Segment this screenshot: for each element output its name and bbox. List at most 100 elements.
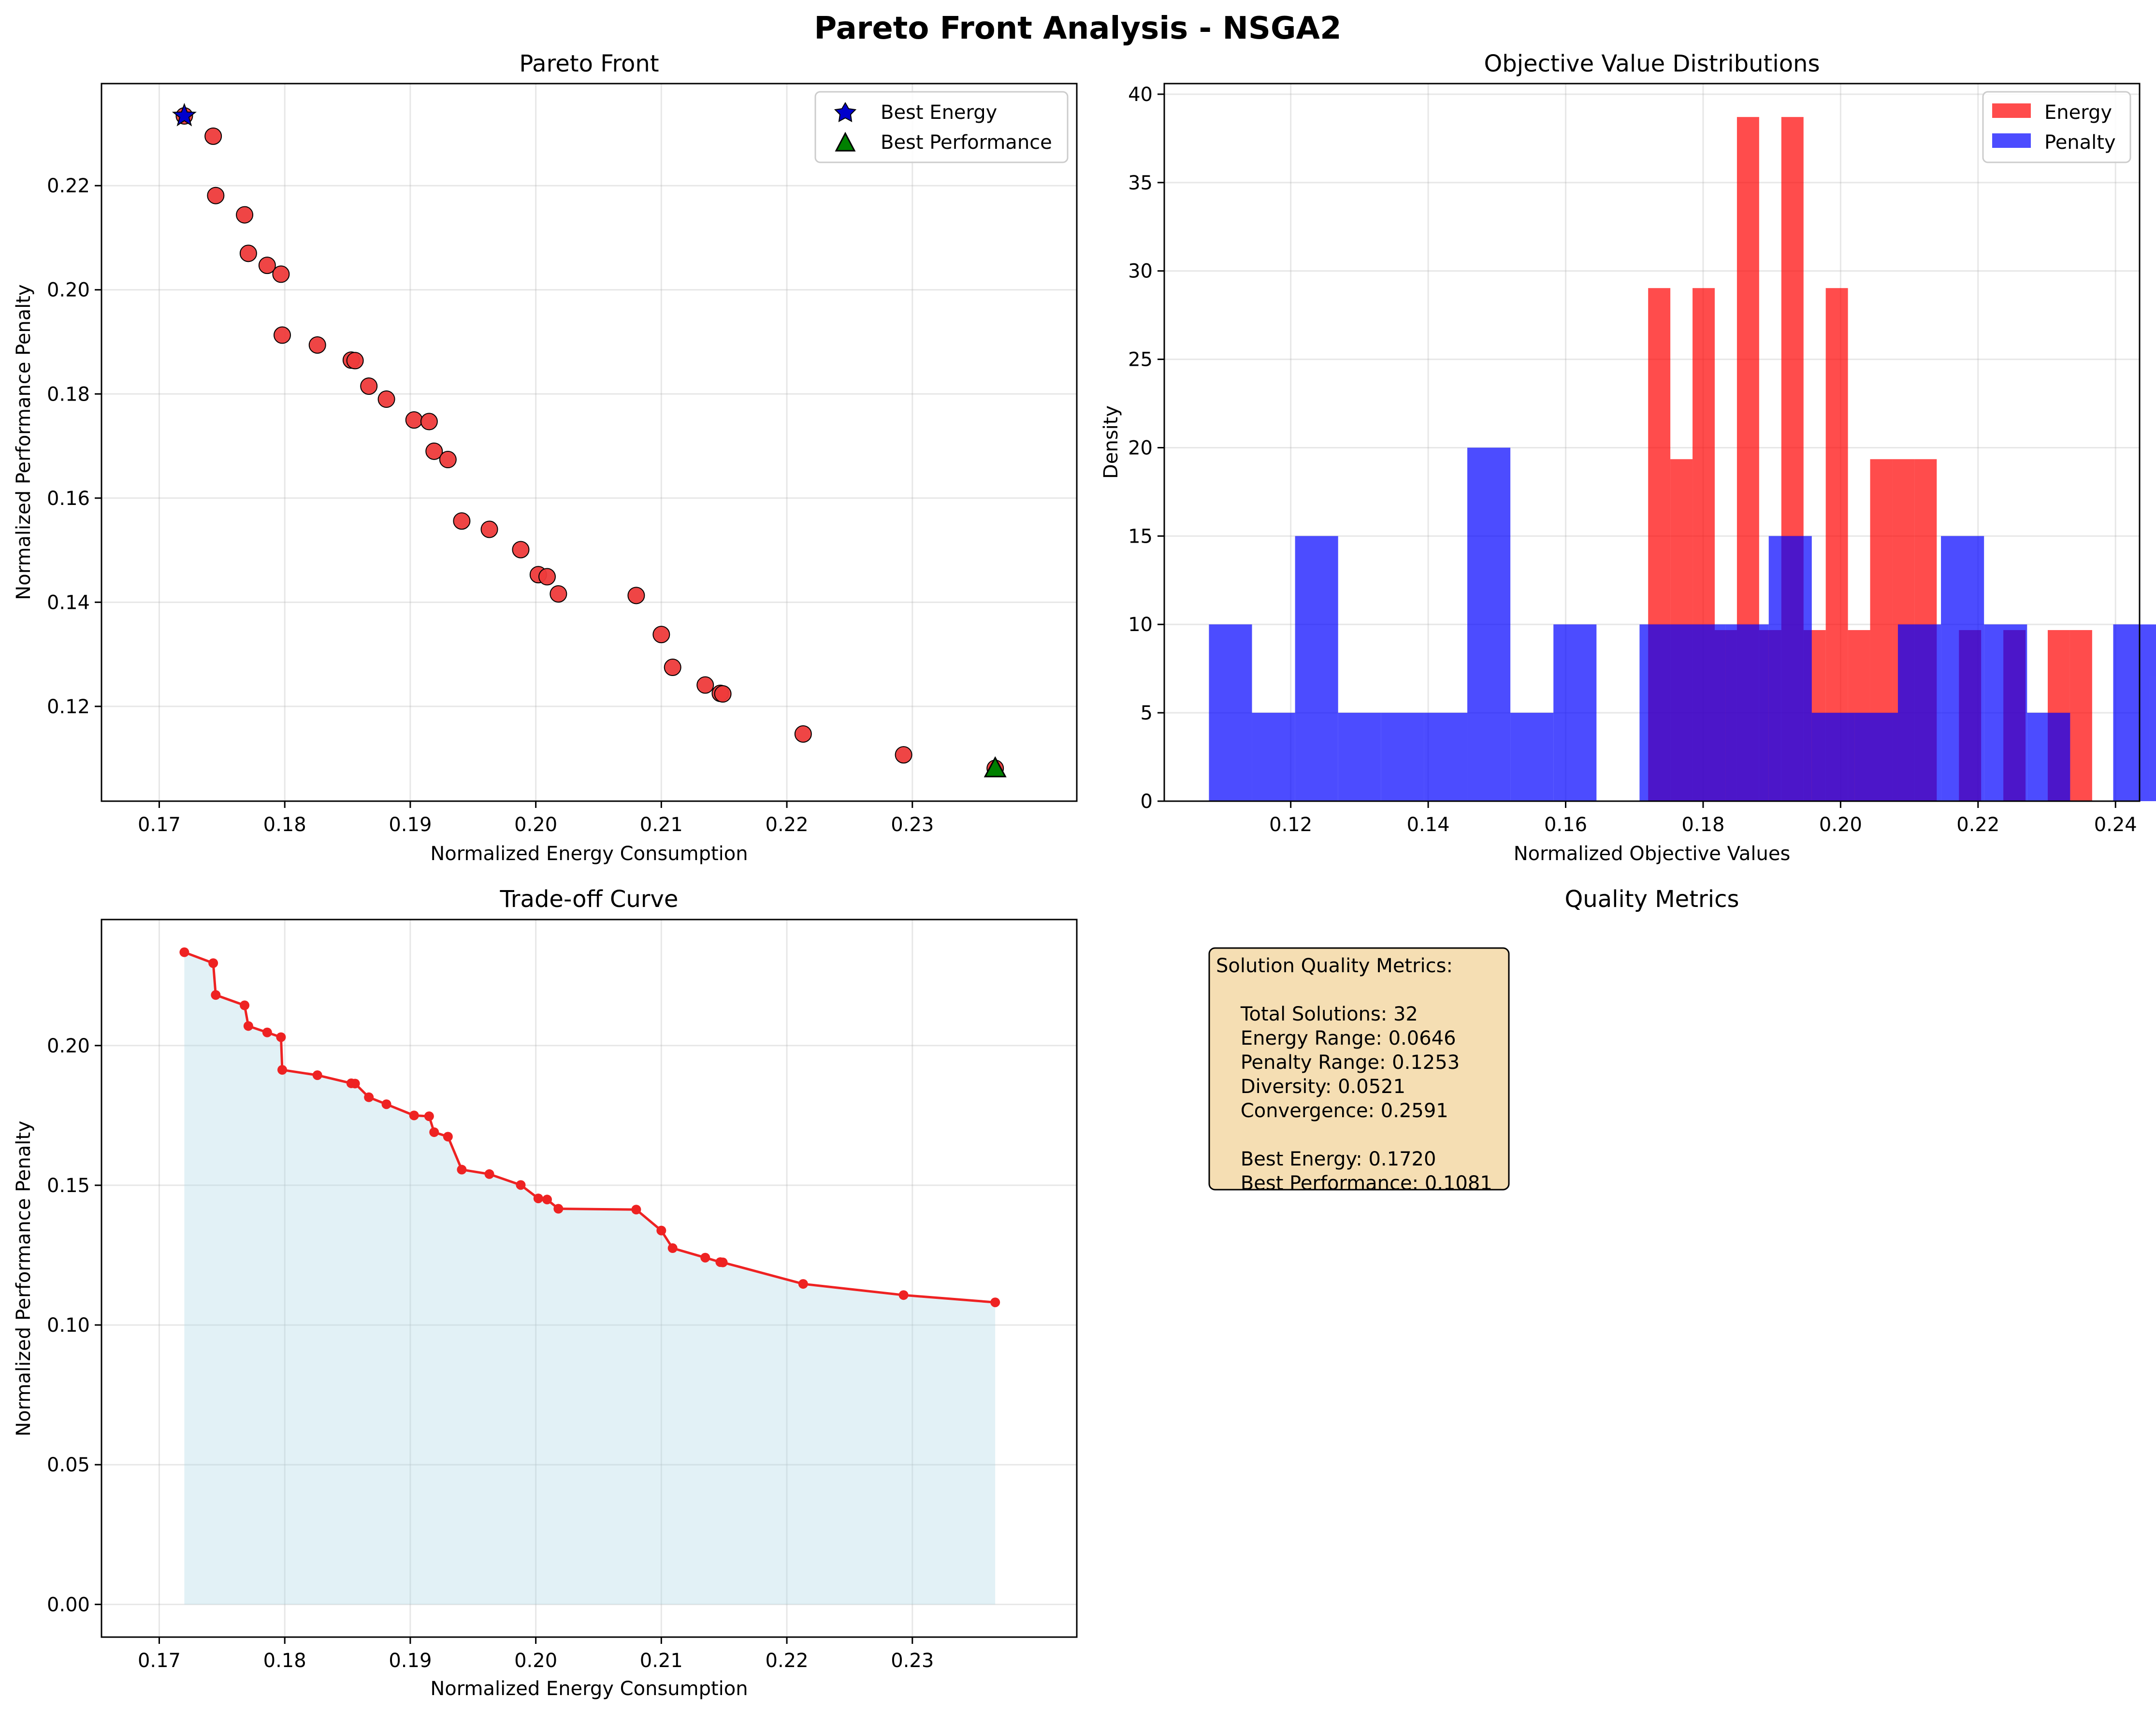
tradeoff-area-fill: [184, 952, 996, 1605]
tradeoff-panel: Trade-off Curve 0.17 0.18 0.19 0.20 0.21 0.22…: [13, 886, 1078, 1700]
solution-point: [360, 377, 378, 395]
y-tick-label: 35: [1128, 172, 1153, 194]
tradeoff-y-axis-label: Normalized Performance Penalty: [13, 1121, 35, 1436]
tradeoff-x-axis-label: Normalized Energy Consumption: [430, 1678, 748, 1700]
legend-penalty-swatch: [1992, 133, 2031, 148]
x-tick-label: 0.18: [1681, 814, 1724, 836]
quality-metric-line: Solution Quality Metrics:: [1216, 955, 1453, 977]
y-tick-label: 0.20: [47, 279, 90, 302]
x-tick-label: 0.21: [640, 1650, 683, 1672]
tradeoff-point: [262, 1027, 272, 1037]
tradeoff-point: [898, 1290, 909, 1300]
tradeoff-y-ticks: 0.00 0.05 0.10 0.15 0.20: [47, 1035, 101, 1616]
tradeoff-point: [516, 1180, 526, 1190]
solution-point: [895, 746, 912, 764]
x-tick-label: 0.19: [389, 814, 432, 836]
tradeoff-point: [667, 1243, 678, 1253]
y-tick-label: 0.14: [47, 591, 90, 614]
y-tick-label: 15: [1128, 525, 1153, 547]
y-tick-label: 20: [1128, 437, 1153, 459]
solution-point: [204, 127, 222, 145]
penalty-histogram-bar: [1424, 713, 1468, 801]
quality-metric-line: Energy Range: 0.0646: [1216, 1027, 1456, 1050]
tradeoff-point: [276, 1032, 286, 1042]
x-tick-label: 0.22: [766, 1650, 809, 1672]
tradeoff-point: [457, 1165, 467, 1175]
x-tick-label: 0.20: [514, 1650, 557, 1672]
y-tick-label: 25: [1128, 349, 1153, 371]
penalty-histogram-bar: [1295, 536, 1338, 801]
legend-triangle-icon: [835, 131, 856, 152]
x-tick-label: 0.17: [138, 1650, 181, 1672]
tradeoff-point: [700, 1252, 710, 1263]
energy-histogram-bar: [2069, 630, 2092, 801]
x-tick-label: 0.23: [891, 1650, 934, 1672]
y-tick-label: 0.15: [47, 1175, 90, 1197]
solution-point: [652, 626, 670, 644]
x-tick-label: 0.22: [1956, 814, 1999, 836]
tradeoff-point: [990, 1297, 1000, 1308]
y-tick-label: 30: [1128, 260, 1153, 283]
y-tick-label: 0.00: [47, 1594, 90, 1616]
tradeoff-point: [240, 1000, 250, 1010]
x-tick-label: 0.16: [1544, 814, 1587, 836]
legend-star-icon: [834, 102, 857, 122]
distributions-x-axis-label: Normalized Objective Values: [1514, 843, 1791, 865]
x-tick-label: 0.19: [389, 1650, 432, 1672]
tradeoff-point: [381, 1099, 391, 1109]
best-energy-star: [172, 102, 197, 127]
distributions-bars: [1209, 117, 2156, 802]
pareto-front-x-ticks: 0.17 0.18 0.19 0.20 0.21 0.22 0.23: [138, 801, 934, 836]
penalty-histogram-bar: [2113, 624, 2156, 801]
x-tick-label: 0.22: [766, 814, 809, 836]
tradeoff-point: [798, 1279, 808, 1289]
penalty-histogram-bar: [1854, 713, 1898, 801]
pareto-front-x-axis-label: Normalized Energy Consumption: [430, 843, 748, 865]
solution-point: [236, 206, 254, 224]
x-tick-label: 0.14: [1407, 814, 1450, 836]
pareto-front-panel: Pareto Front 0.17 0.18 0.19 0.20 0.21 0.22 0.2…: [13, 50, 1078, 865]
tradeoff-point: [243, 1021, 253, 1031]
solution-point: [207, 187, 225, 204]
penalty-histogram-bar: [1984, 624, 2027, 801]
tradeoff-point: [542, 1194, 552, 1205]
penalty-histogram-bar: [1553, 624, 1597, 801]
solution-point: [273, 326, 291, 344]
tradeoff-point: [179, 947, 189, 957]
tradeoff-point: [656, 1225, 666, 1236]
quality-metric-line: Diversity: 0.0521: [1216, 1076, 1405, 1098]
pareto-front-legend: Best Energy Best Performance: [814, 91, 1069, 163]
tradeoff-title: Trade-off Curve: [500, 886, 679, 913]
tradeoff-point: [718, 1257, 728, 1267]
penalty-histogram-bar: [1811, 713, 1855, 801]
quality-metrics-lines: Solution Quality Metrics: Total Solution…: [1216, 955, 1492, 1194]
quality-metric-line: Best Performance: 0.1081: [1216, 1172, 1492, 1194]
solution-point: [794, 725, 812, 743]
distributions-x-ticks: 0.12 0.14 0.16 0.18 0.20 0.22 0.24: [1269, 801, 2137, 836]
tradeoff-x-ticks: 0.17 0.18 0.19 0.20 0.21 0.22 0.23: [138, 1637, 934, 1672]
solution-point: [420, 413, 438, 431]
distributions-y-ticks: 0 5 10 15 20 25 30 35 40: [1128, 84, 1164, 813]
tradeoff-point: [553, 1204, 564, 1214]
legend-penalty-label: Penalty: [2044, 131, 2116, 154]
solution-point: [538, 568, 556, 586]
distributions-frame: [1163, 83, 2141, 802]
pareto-front-frame: [101, 83, 1078, 802]
x-tick-label: 0.20: [514, 814, 557, 836]
tradeoff-marks: [179, 947, 1000, 1605]
solution-point: [512, 541, 530, 559]
solution-point: [664, 659, 681, 676]
penalty-histogram-bar: [1510, 713, 1554, 801]
tradeoff-point: [533, 1194, 543, 1204]
penalty-histogram-bar: [1941, 536, 1984, 801]
solution-point: [550, 585, 567, 603]
solution-point: [239, 245, 257, 262]
pareto-front-y-axis-label: Normalized Performance Penalty: [13, 284, 35, 600]
penalty-histogram-bar: [1682, 624, 1726, 801]
legend-best-performance-label: Best Performance: [881, 131, 1052, 154]
quality-metrics-title: Quality Metrics: [1564, 886, 1739, 913]
x-tick-label: 0.17: [138, 814, 181, 836]
figure-title: Pareto Front Analysis - NSGA2: [814, 11, 1341, 46]
y-tick-label: 10: [1128, 614, 1153, 636]
